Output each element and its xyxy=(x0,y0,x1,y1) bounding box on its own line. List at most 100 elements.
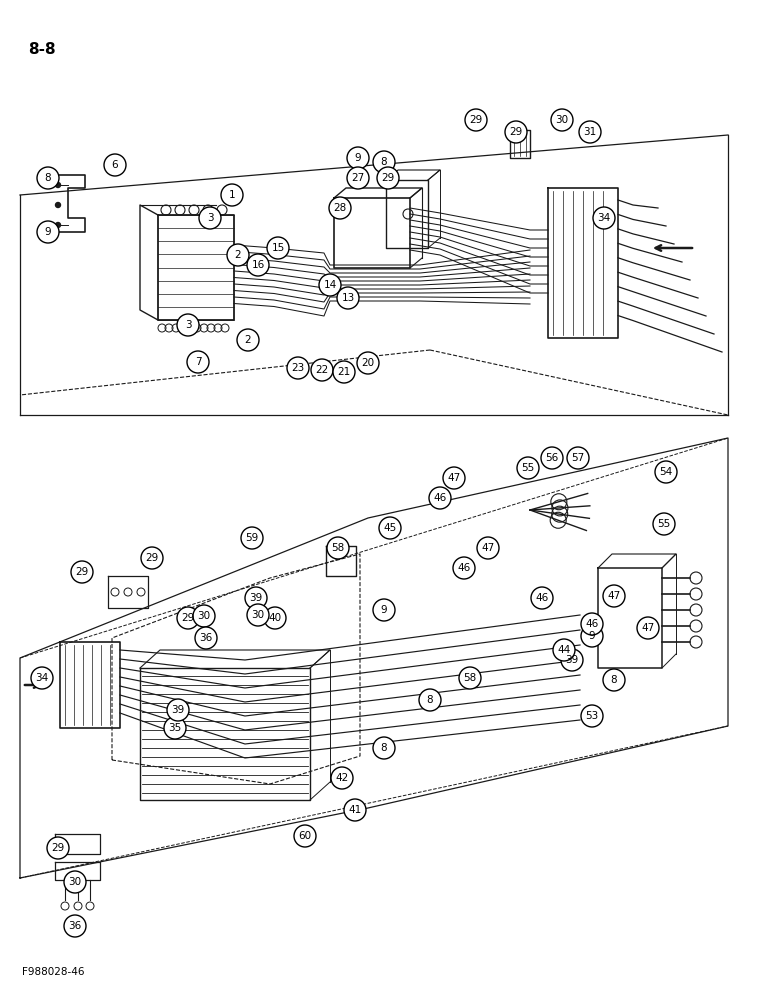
Text: 29: 29 xyxy=(381,173,394,183)
Circle shape xyxy=(581,613,603,635)
Text: 29: 29 xyxy=(76,567,89,577)
Text: 3: 3 xyxy=(185,320,191,330)
Circle shape xyxy=(287,357,309,379)
Circle shape xyxy=(357,352,379,374)
Text: 45: 45 xyxy=(384,523,397,533)
Text: 2: 2 xyxy=(235,250,242,260)
Circle shape xyxy=(593,207,615,229)
Circle shape xyxy=(517,457,539,479)
Circle shape xyxy=(347,147,369,169)
Text: 59: 59 xyxy=(245,533,259,543)
Circle shape xyxy=(429,487,451,509)
Text: 34: 34 xyxy=(598,213,611,223)
Text: 8: 8 xyxy=(381,157,388,167)
Text: 34: 34 xyxy=(36,673,49,683)
Text: 9: 9 xyxy=(354,153,361,163)
Text: 46: 46 xyxy=(457,563,471,573)
Text: 23: 23 xyxy=(291,363,305,373)
Text: 8-8: 8-8 xyxy=(28,42,56,57)
Circle shape xyxy=(551,109,573,131)
Text: 47: 47 xyxy=(608,591,621,601)
Circle shape xyxy=(164,717,186,739)
Text: 29: 29 xyxy=(510,127,523,137)
Text: 31: 31 xyxy=(584,127,597,137)
Circle shape xyxy=(319,274,341,296)
Text: 53: 53 xyxy=(585,711,598,721)
Circle shape xyxy=(56,202,60,208)
Text: 1: 1 xyxy=(229,190,235,200)
Text: 8: 8 xyxy=(611,675,618,685)
Circle shape xyxy=(177,314,199,336)
Text: 55: 55 xyxy=(521,463,535,473)
Circle shape xyxy=(329,197,351,219)
Text: 54: 54 xyxy=(659,467,672,477)
Circle shape xyxy=(47,837,69,859)
Text: 8: 8 xyxy=(381,743,388,753)
Text: 35: 35 xyxy=(168,723,181,733)
Circle shape xyxy=(141,547,163,569)
Text: 30: 30 xyxy=(69,877,82,887)
Text: 55: 55 xyxy=(658,519,671,529)
Circle shape xyxy=(31,667,53,689)
Text: 46: 46 xyxy=(585,619,598,629)
Circle shape xyxy=(221,184,243,206)
Circle shape xyxy=(199,207,221,229)
Text: 58: 58 xyxy=(331,543,344,553)
Text: 46: 46 xyxy=(535,593,549,603)
Text: 14: 14 xyxy=(323,280,337,290)
Circle shape xyxy=(327,537,349,559)
Text: 9: 9 xyxy=(45,227,51,237)
Circle shape xyxy=(655,461,677,483)
Text: 9: 9 xyxy=(589,631,595,641)
Circle shape xyxy=(465,109,487,131)
Circle shape xyxy=(227,244,249,266)
Circle shape xyxy=(237,329,259,351)
Text: 13: 13 xyxy=(341,293,354,303)
Circle shape xyxy=(247,604,269,626)
Circle shape xyxy=(379,517,401,539)
Text: 60: 60 xyxy=(299,831,312,841)
Text: 39: 39 xyxy=(171,705,185,715)
Circle shape xyxy=(541,447,563,469)
Circle shape xyxy=(603,669,625,691)
Circle shape xyxy=(167,699,189,721)
Text: 8: 8 xyxy=(45,173,51,183)
Circle shape xyxy=(477,537,499,559)
Text: 56: 56 xyxy=(545,453,559,463)
Text: 29: 29 xyxy=(181,613,195,623)
Circle shape xyxy=(531,587,553,609)
Circle shape xyxy=(311,359,333,381)
Circle shape xyxy=(637,617,659,639)
Circle shape xyxy=(264,607,286,629)
Circle shape xyxy=(37,167,59,189)
Text: 29: 29 xyxy=(145,553,158,563)
Circle shape xyxy=(459,667,481,689)
Circle shape xyxy=(373,151,395,173)
Text: 57: 57 xyxy=(571,453,584,463)
Circle shape xyxy=(56,223,60,228)
Circle shape xyxy=(581,625,603,647)
Circle shape xyxy=(453,557,475,579)
Circle shape xyxy=(71,561,93,583)
Circle shape xyxy=(505,121,527,143)
Circle shape xyxy=(241,527,263,549)
Circle shape xyxy=(653,513,675,535)
Text: 3: 3 xyxy=(207,213,213,223)
Text: 29: 29 xyxy=(52,843,65,853)
Text: 36: 36 xyxy=(199,633,212,643)
Text: 29: 29 xyxy=(469,115,482,125)
Text: F988028-46: F988028-46 xyxy=(22,967,84,977)
Circle shape xyxy=(104,154,126,176)
Circle shape xyxy=(377,167,399,189)
Text: 30: 30 xyxy=(198,611,211,621)
Text: 36: 36 xyxy=(69,921,82,931)
Circle shape xyxy=(561,649,583,671)
Circle shape xyxy=(567,447,589,469)
Text: 47: 47 xyxy=(448,473,461,483)
Circle shape xyxy=(245,587,267,609)
Circle shape xyxy=(337,287,359,309)
Text: 9: 9 xyxy=(381,605,388,615)
Text: 47: 47 xyxy=(482,543,495,553)
Text: 7: 7 xyxy=(195,357,201,367)
Text: 47: 47 xyxy=(642,623,655,633)
